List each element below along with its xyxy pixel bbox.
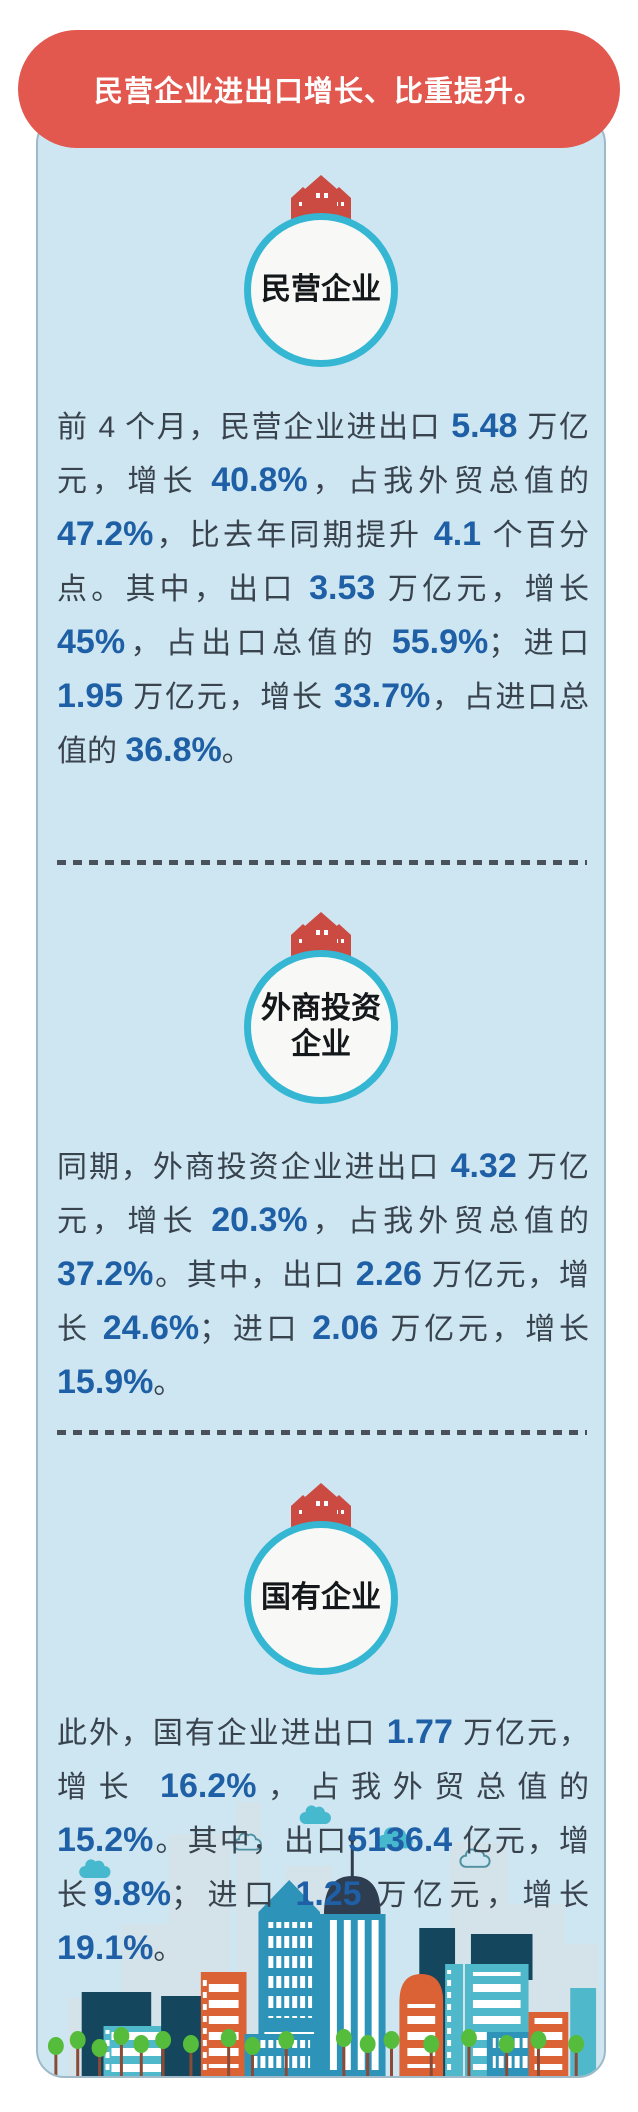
houses-icon [291,912,351,958]
badge-circle: 民营企业 [244,213,398,367]
section-paragraph-state: 此外，国有企业进出口 1.77 万亿元，增长 16.2%，占我外贸总值的 15.… [57,1713,589,1967]
city-skyline-illustration [47,1802,599,2076]
content-panel: 民营企业 前 4 个月，民营企业进出口 5.48 万亿元，增长 40.8%，占我… [36,115,606,2078]
section-badge-private: 民营企业 [38,173,604,367]
section-paragraph-private: 前 4 个月，民营企业进出口 5.48 万亿元，增长 40.8%，占我外贸总值的… [57,407,590,769]
dashed-divider [57,860,587,865]
dashed-divider [57,1430,587,1435]
badge-circle: 国有企业 [244,1521,398,1675]
section-paragraph-foreign: 同期，外商投资企业进出口 4.32 万亿元，增长 20.3%，占我外贸总值的 3… [57,1147,589,1401]
badge-label: 国有企业 [261,1581,381,1614]
tree-icons [47,2027,585,2076]
badge-circle: 外商投资 企业 [244,950,398,1104]
section-badge-state: 国有企业 [38,1481,604,1675]
banner-title: 民营企业进出口增长、比重提升。 [93,76,544,108]
section-badge-foreign: 外商投资 企业 [38,910,604,1104]
badge-label: 外商投资 企业 [261,992,381,1061]
badge-label: 民营企业 [261,273,381,306]
houses-icon [291,1483,351,1529]
title-banner: 民营企业进出口增长、比重提升。 [18,30,620,148]
houses-icon [291,175,351,221]
